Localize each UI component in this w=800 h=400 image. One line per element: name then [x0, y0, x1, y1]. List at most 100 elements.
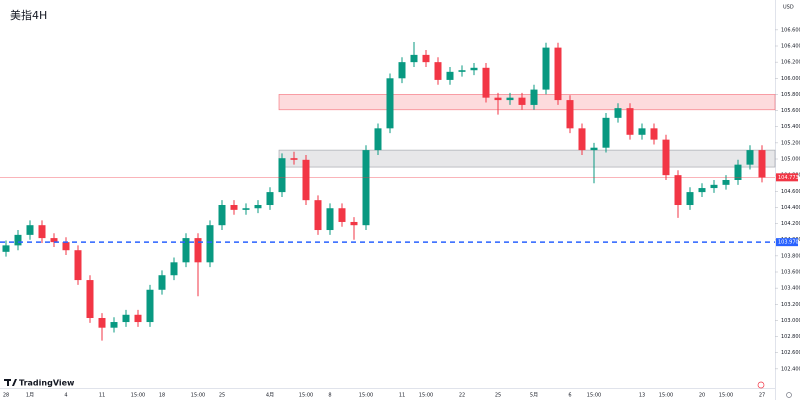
x-tick-label: 15:00: [587, 393, 601, 399]
candle-body: [302, 159, 310, 201]
x-tick-label: 4: [64, 393, 67, 399]
candle-body: [14, 234, 22, 246]
x-tick-label: 18: [159, 393, 165, 399]
candle-body: [182, 238, 190, 263]
candle-body: [338, 208, 346, 222]
candle-body: [386, 78, 394, 129]
event-icon[interactable]: [757, 381, 765, 389]
y-tick-label: 105.200: [781, 140, 800, 146]
candle-body: [458, 70, 466, 72]
y-tick-label: 102.600: [781, 350, 800, 356]
candle-body: [758, 150, 766, 178]
candle-body: [134, 314, 142, 323]
y-tick-label: 103.000: [781, 318, 800, 324]
candle-body: [494, 97, 502, 101]
y-tick-label: 102.400: [781, 366, 800, 372]
price-label: 104.773: [778, 175, 799, 181]
price-label-box: [776, 173, 798, 182]
candle-body: [218, 205, 226, 226]
y-tick-label: 103.400: [781, 286, 800, 292]
x-tick-label: 28: [3, 393, 9, 399]
candle-body: [62, 242, 70, 251]
candle-body: [710, 184, 718, 189]
y-tick-label: 105.400: [781, 124, 800, 130]
candle-body: [2, 245, 10, 252]
candle-body: [230, 205, 238, 210]
candle-body: [698, 188, 706, 193]
y-tick-label: 105.600: [781, 108, 800, 114]
candle-body: [206, 225, 214, 263]
candle-body: [374, 128, 382, 151]
x-tick-label: 11: [99, 393, 105, 399]
x-tick-label: 25: [219, 393, 225, 399]
candle-body: [194, 238, 202, 263]
x-tick-label: 15:00: [191, 393, 205, 399]
candle-body: [50, 238, 58, 243]
x-tick-label: 11: [399, 393, 405, 399]
x-tick-label: 25: [495, 393, 501, 399]
candle-body: [506, 97, 514, 101]
y-tick-label: 106.600: [781, 27, 800, 33]
candle-body: [122, 314, 130, 323]
x-tick-label: 1月: [26, 393, 34, 399]
candle-body: [578, 128, 586, 151]
candle-body: [314, 200, 322, 231]
y-tick-label: 103.600: [781, 270, 800, 276]
y-tick-label: 104.200: [781, 221, 800, 227]
candle-body: [650, 128, 658, 140]
candle-body: [410, 54, 418, 63]
candle-body: [542, 47, 550, 90]
candle-body: [626, 108, 634, 135]
currency: USD: [783, 5, 794, 11]
candle-body: [686, 192, 694, 206]
candle-body: [278, 158, 286, 193]
logo-icon: [4, 379, 17, 386]
x-tick-label: 13: [639, 393, 645, 399]
candle-body: [26, 225, 34, 235]
x-tick-label: 15:00: [359, 393, 373, 399]
y-tick-label: 106.200: [781, 60, 800, 66]
candle-body: [434, 62, 442, 80]
x-tick-label: 15:00: [719, 393, 733, 399]
zone: [278, 94, 776, 111]
x-tick-label: 15:00: [659, 393, 673, 399]
candle-body: [482, 67, 490, 98]
candle-body: [470, 67, 478, 71]
candle-body: [74, 250, 82, 281]
y-tick-label: 104.400: [781, 205, 800, 211]
brand-logo[interactable]: TradingView: [4, 379, 75, 388]
candle-body: [746, 150, 754, 165]
candle-body: [38, 225, 46, 239]
x-tick-label: 5月: [530, 393, 538, 399]
candle-body: [98, 318, 106, 328]
y-tick-label: 104.600: [781, 189, 800, 195]
candle-body: [350, 221, 358, 226]
y-tick-label: 103.800: [781, 253, 800, 259]
candle-body: [398, 62, 406, 79]
x-tick-label: 8: [328, 393, 331, 399]
candle-body: [362, 150, 370, 226]
candle-body: [326, 208, 334, 231]
x-tick-label: 15:00: [299, 393, 313, 399]
price-label: 103.970: [778, 240, 799, 246]
candle-body: [638, 128, 646, 135]
zone: [278, 149, 776, 168]
y-tick-label: 102.800: [781, 334, 800, 340]
y-tick-label: 105.000: [781, 157, 800, 163]
candle-body: [518, 97, 526, 105]
candle-body: [146, 289, 154, 323]
candle-body: [422, 54, 430, 63]
candle-body: [554, 47, 562, 101]
candle-body: [158, 275, 166, 290]
candle-body: [662, 139, 670, 176]
candle-body: [734, 164, 742, 180]
x-tick-label: 15:00: [131, 393, 145, 399]
x-tick-label: 27: [759, 393, 765, 399]
settings-icon[interactable]: [786, 392, 792, 398]
x-tick-label: 15:00: [419, 393, 433, 399]
candle-body: [86, 280, 94, 319]
candle-body: [290, 158, 298, 160]
candle-body: [590, 147, 598, 151]
candle-body: [566, 100, 574, 129]
